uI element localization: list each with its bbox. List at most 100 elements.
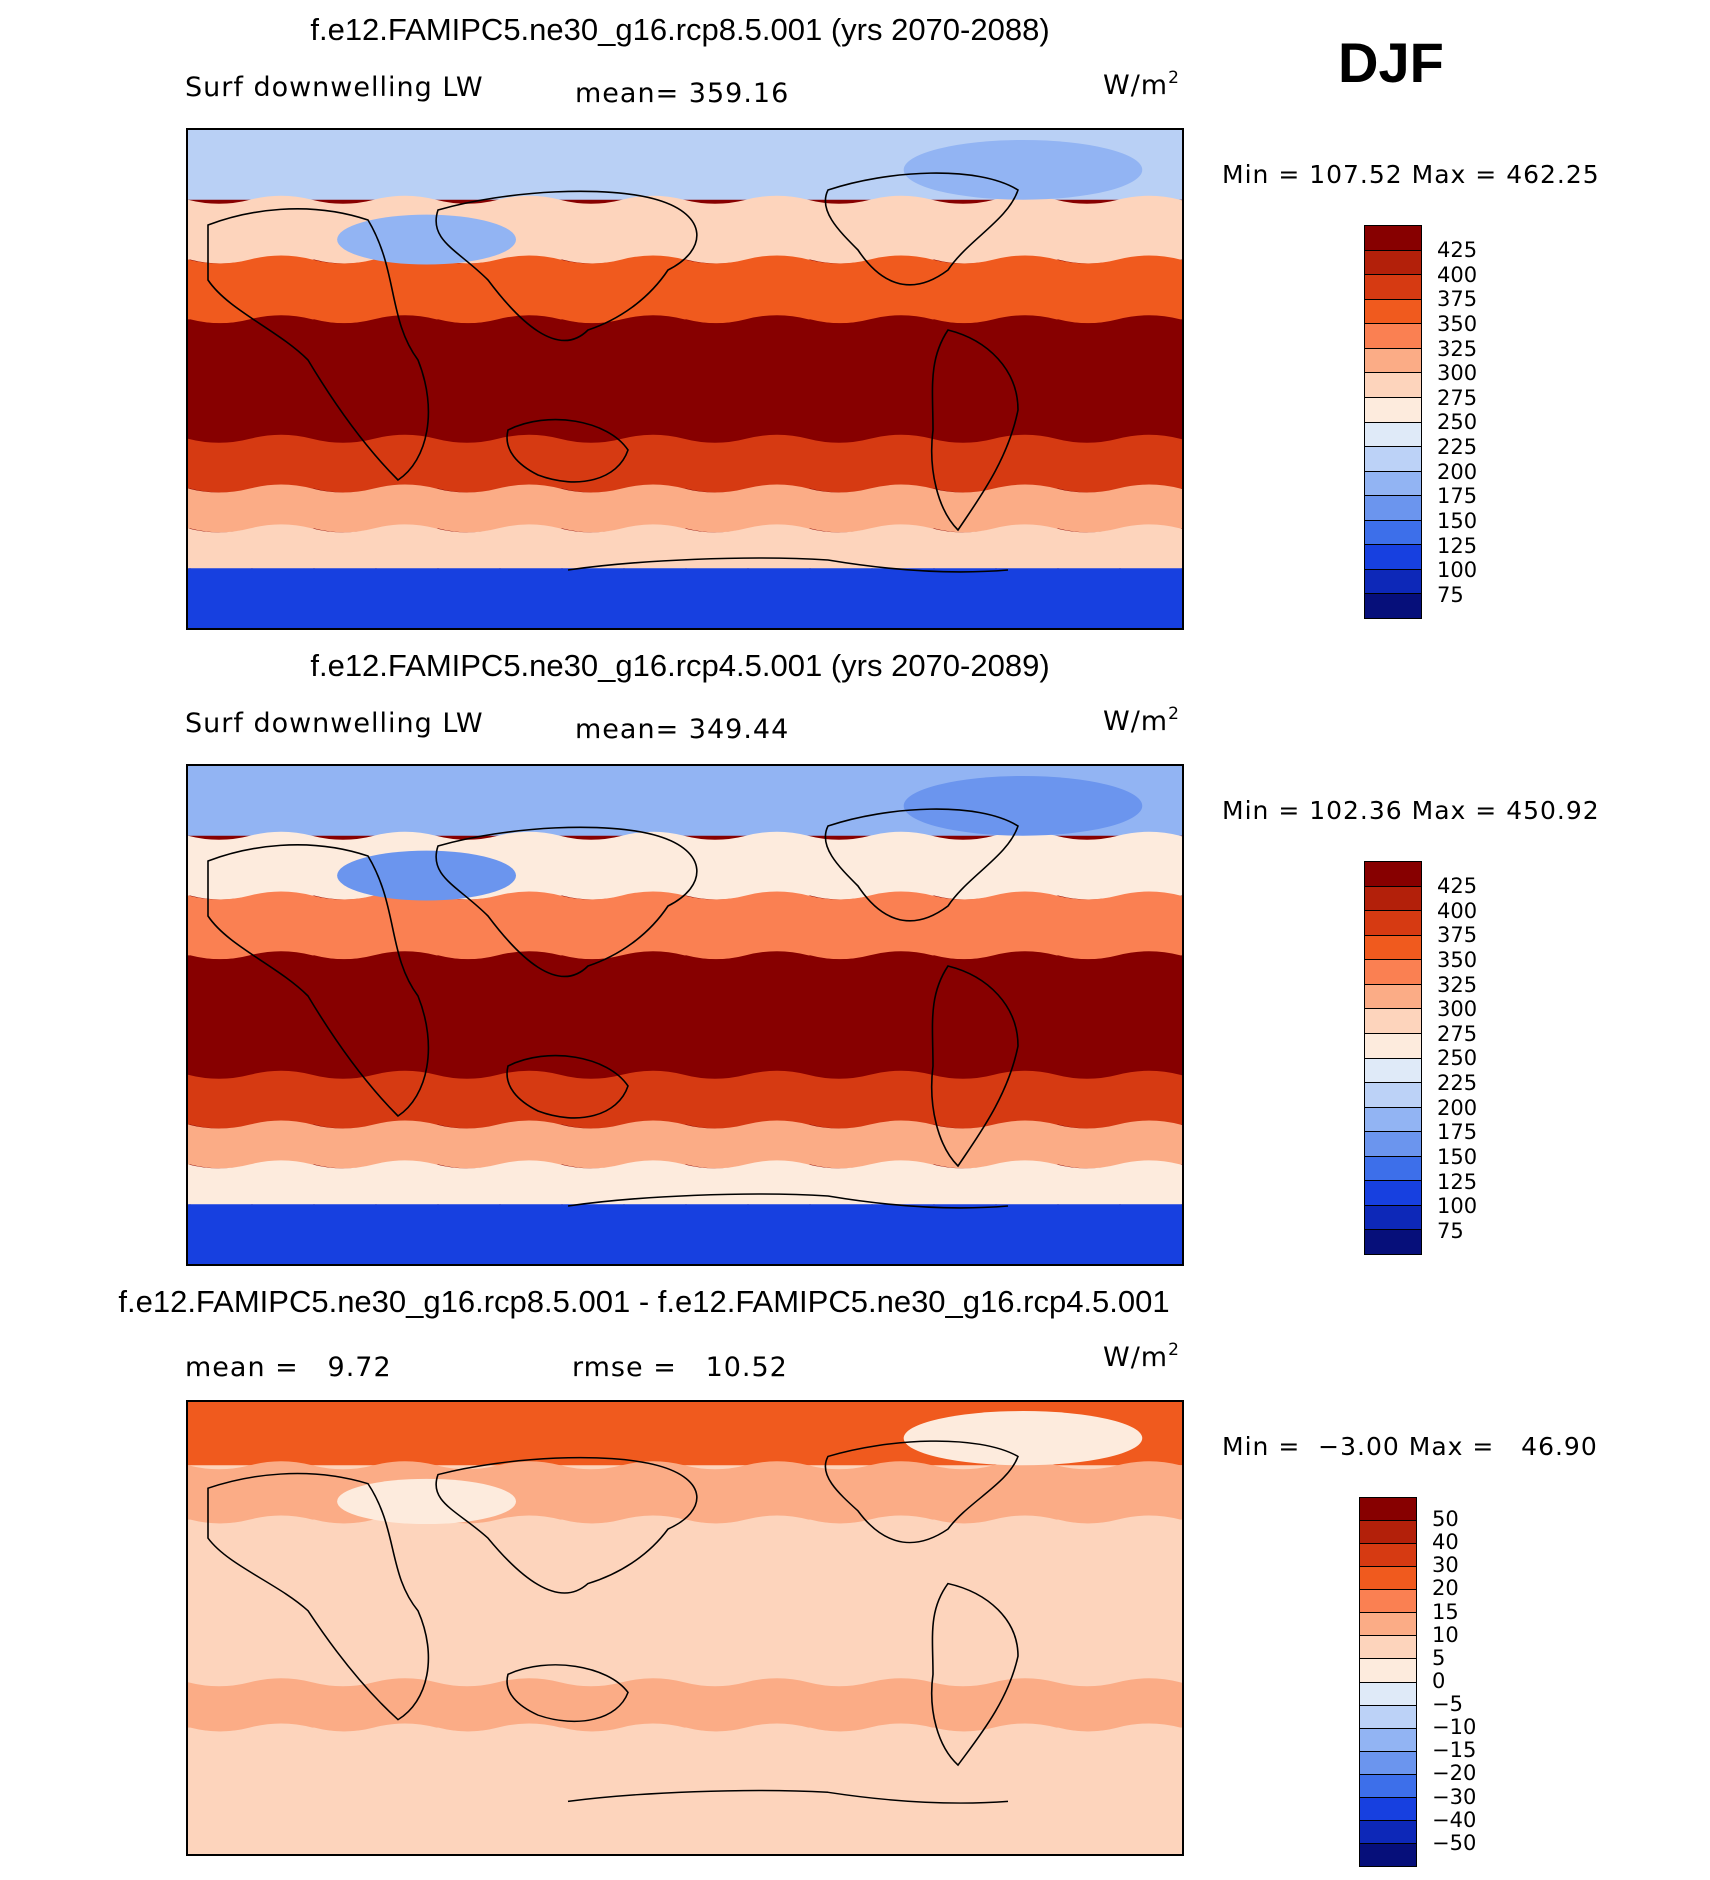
colorbar-swatch — [1360, 1751, 1416, 1775]
colorbar-tick-label: 300 — [1437, 361, 1478, 386]
panel2-field — [188, 766, 1182, 1264]
colorbar-tick-label: 350 — [1437, 947, 1478, 972]
colorbar-tick-label: 325 — [1437, 336, 1478, 361]
colorbar-tick-label: 275 — [1437, 1021, 1478, 1046]
colorbar-tick-label: 350 — [1437, 311, 1478, 336]
coastline — [435, 826, 698, 978]
colorbar-swatch — [1360, 1590, 1416, 1614]
panel1-map — [186, 128, 1184, 630]
coastline — [207, 844, 430, 1118]
colorbar-tick-label: 40 — [1432, 1530, 1459, 1555]
panel3-field — [188, 1402, 1182, 1854]
colorbar-tick-label: 30 — [1432, 1553, 1459, 1578]
latitude-band — [188, 1799, 1182, 1854]
coastline — [930, 965, 1019, 1168]
colorbar-swatch — [1365, 862, 1421, 887]
panel3-colorbar — [1359, 1497, 1417, 1867]
colorbar-swatch — [1360, 1613, 1416, 1637]
panel1-field — [188, 130, 1182, 628]
colorbar-tick-label: 0 — [1432, 1668, 1446, 1693]
latitude-band — [188, 1120, 1182, 1169]
latitude-band — [188, 951, 1182, 1079]
colorbar-swatch — [1365, 1156, 1421, 1182]
latitude-band — [188, 1160, 1182, 1209]
colorbar-swatch — [1365, 1230, 1421, 1254]
colorbar-swatch — [1360, 1636, 1416, 1660]
colorbar-swatch — [1365, 275, 1421, 300]
colorbar-tick-label: 5 — [1432, 1645, 1446, 1670]
colorbar-swatch — [1365, 1083, 1421, 1108]
colorbar-tick-label: 175 — [1437, 484, 1478, 509]
panel1-colorbar — [1364, 225, 1422, 619]
colorbar-swatch — [1365, 471, 1421, 497]
panel3-map — [186, 1400, 1184, 1856]
colorbar-tick-label: 400 — [1437, 262, 1478, 287]
colorbar-tick-label: 375 — [1437, 287, 1478, 312]
colorbar-swatch — [1365, 520, 1421, 546]
tibet-cold-patch — [337, 1478, 517, 1525]
latitude-band — [188, 891, 1182, 960]
colorbar-swatch — [1360, 1659, 1416, 1683]
panel2-colorbar-labels: 425 400 375 350 325 300 275 250 225 200 175 150 125 1… — [1437, 874, 1477, 1243]
latitude-band — [188, 315, 1182, 443]
colorbar-swatch — [1365, 373, 1421, 398]
latitude-band — [188, 195, 1182, 264]
latitude-band — [188, 831, 1182, 900]
colorbar-tick-label: −10 — [1432, 1715, 1477, 1740]
colorbar-swatch — [1365, 1132, 1421, 1157]
colorbar-swatch — [1360, 1682, 1416, 1706]
colorbar-tick-label: 75 — [1437, 1218, 1464, 1243]
colorbar-swatch — [1365, 911, 1421, 936]
colorbar-swatch — [1365, 226, 1421, 251]
colorbar-tick-label: −5 — [1432, 1692, 1463, 1716]
coastline — [567, 557, 1009, 573]
panel2-min-max: Min = 102.36 Max = 450.92 — [1222, 796, 1600, 825]
colorbar-tick-label: 100 — [1437, 558, 1478, 583]
coastline — [824, 808, 1019, 922]
colorbar-swatch — [1365, 1058, 1421, 1084]
panel3-rmse: rmse = 10.52 — [572, 1352, 788, 1383]
coastline — [567, 1193, 1009, 1209]
colorbar-swatch — [1365, 250, 1421, 276]
panel3-colorbar-labels: 50 40 30 20 15 10 5 0 −5 −10 −15 −20 −30 −40 −50 — [1432, 1507, 1477, 1855]
panel2-colorbar — [1364, 861, 1422, 1255]
colorbar-swatch — [1365, 447, 1421, 472]
coastline — [207, 1472, 430, 1721]
colorbar-swatch — [1365, 545, 1421, 570]
colorbar-tick-label: 400 — [1437, 898, 1478, 923]
coastline — [567, 1789, 1009, 1804]
latitude-band — [188, 1204, 1182, 1264]
colorbar-swatch — [1360, 1843, 1416, 1866]
latitude-band — [188, 484, 1182, 533]
colorbar-swatch — [1360, 1567, 1416, 1591]
colorbar-swatch — [1360, 1498, 1416, 1522]
panel3-mean: mean = 9.72 — [185, 1352, 392, 1383]
colorbar-swatch — [1360, 1544, 1416, 1568]
colorbar-swatch — [1360, 1728, 1416, 1752]
colorbar-tick-label: 225 — [1437, 1071, 1478, 1095]
coastline — [930, 329, 1019, 532]
colorbar-swatch — [1360, 1774, 1416, 1798]
colorbar-tick-label: 150 — [1437, 1144, 1478, 1169]
colorbar-swatch — [1365, 496, 1421, 521]
colorbar-tick-label: 250 — [1437, 410, 1478, 435]
colorbar-tick-label: 425 — [1437, 874, 1478, 898]
panel3-min-max: Min = −3.00 Max = 46.90 — [1222, 1432, 1598, 1461]
panel1-mean: mean= 359.16 — [575, 78, 790, 109]
colorbar-swatch — [1365, 886, 1421, 912]
colorbar-swatch — [1365, 397, 1421, 423]
latitude-band — [188, 1759, 1182, 1804]
colorbar-tick-label: 225 — [1437, 435, 1478, 459]
colorbar-tick-label: −20 — [1432, 1761, 1477, 1786]
colorbar-tick-label: 175 — [1437, 1120, 1478, 1145]
colorbar-swatch — [1365, 422, 1421, 448]
colorbar-tick-label: 125 — [1437, 1169, 1478, 1194]
colorbar-swatch — [1365, 1107, 1421, 1133]
colorbar-swatch — [1360, 1820, 1416, 1844]
colorbar-swatch — [1365, 1009, 1421, 1034]
tibet-cold-patch — [337, 850, 517, 901]
coastline — [506, 1664, 629, 1723]
panel3-title: f.e12.FAMIPC5.ne30_g16.rcp8.5.001 - f.e1… — [118, 1284, 1170, 1319]
panel1-min-max: Min = 107.52 Max = 462.25 — [1222, 160, 1600, 189]
latitude-band — [188, 434, 1182, 493]
